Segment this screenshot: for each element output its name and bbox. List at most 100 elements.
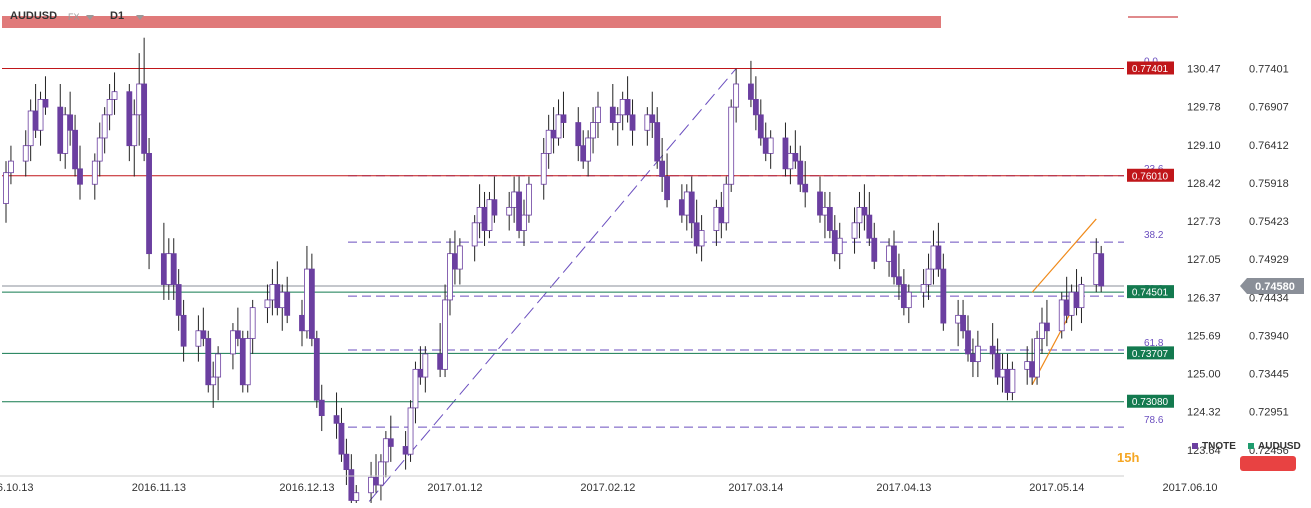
candle-body (160, 253, 167, 285)
candle-body (1024, 361, 1031, 370)
timeframe-label[interactable]: D1 (110, 10, 125, 22)
watermark: 15h (1117, 450, 1140, 465)
candle-body (822, 206, 828, 216)
y-tick-label-left: 130.47 (1187, 63, 1221, 75)
candle-body (896, 276, 902, 285)
candle-body (1073, 291, 1080, 309)
candle-body (195, 330, 202, 347)
y-tick-label-left: 129.10 (1187, 140, 1221, 152)
candle-body (802, 183, 809, 193)
candle-body (787, 152, 794, 170)
candle-body (866, 214, 873, 239)
candle-body (318, 399, 325, 417)
x-tick-label: 2016.12.13 (279, 482, 334, 494)
x-tick-label: 2017.06.10 (1162, 482, 1217, 494)
candle-body (871, 237, 878, 262)
candle-body (338, 422, 345, 455)
candle-body (1058, 299, 1065, 332)
x-tick-label: 2017.04.13 (876, 482, 931, 494)
candle-body (748, 83, 754, 100)
y-tick-label-left: 127.05 (1187, 254, 1221, 266)
candle-body (792, 152, 799, 162)
candle-body (831, 230, 838, 255)
candle-body (27, 110, 34, 147)
candle-body (861, 206, 868, 216)
candle-body (368, 476, 374, 494)
candle-body (654, 122, 661, 162)
price-level-label: 0.73707 (1132, 349, 1169, 360)
candle-body (476, 206, 483, 224)
candle-body (836, 237, 843, 255)
candle-body (22, 145, 29, 162)
candle-body (77, 168, 83, 185)
candle-body (693, 222, 700, 247)
candle-body (170, 253, 177, 285)
y-tick-label-left: 125.69 (1187, 330, 1221, 342)
candle-body (230, 330, 236, 355)
candle-body (387, 438, 394, 447)
candle-body (900, 284, 907, 309)
candle-body (649, 114, 656, 123)
candle-body (126, 91, 133, 147)
candle-body (269, 284, 276, 301)
timeframe-dropdown-icon[interactable] (136, 15, 144, 20)
candle-body (960, 314, 966, 332)
candle-body (1068, 291, 1075, 316)
candle-body (733, 83, 740, 108)
candle-body (886, 245, 892, 262)
legend-item-audusd[interactable]: AUDUSD (1248, 441, 1301, 452)
candle-body (442, 299, 448, 370)
candle-body (580, 145, 587, 162)
y-tick-label-right: 0.74434 (1249, 292, 1289, 304)
candle-body (989, 345, 996, 355)
candle-body (244, 338, 251, 386)
candle-body (456, 245, 463, 270)
candle-body (299, 314, 305, 332)
candle-body (856, 206, 863, 224)
candle-body (308, 268, 315, 339)
candle-body (1004, 368, 1011, 393)
candle-body (165, 253, 172, 285)
candle-body (1093, 253, 1100, 285)
candle-body (37, 99, 44, 131)
candle-body (215, 353, 222, 378)
y-tick-label-right: 0.76907 (1249, 102, 1289, 114)
y-tick-label-right: 0.73940 (1249, 330, 1289, 342)
candle-body (930, 245, 937, 270)
candle-body (141, 83, 148, 154)
legend-item-tnote[interactable]: TNOTE (1192, 441, 1236, 452)
x-tick-label: 2017.05.14 (1029, 482, 1084, 494)
candle-body (521, 214, 527, 231)
candle-body (343, 453, 350, 471)
candle-body (728, 106, 735, 185)
y-tick-label-left: 127.73 (1187, 216, 1221, 228)
header-band (2, 16, 941, 28)
candle-body (664, 176, 670, 201)
candle-body (762, 137, 769, 154)
candle-body (550, 129, 557, 139)
price-level-badge (1127, 285, 1174, 299)
candle-body (382, 438, 389, 463)
y-tick-label-left: 129.78 (1187, 102, 1221, 114)
audusd-swatch-icon (1248, 443, 1254, 450)
candle-body (422, 353, 429, 378)
x-tick-label: 2017.02.12 (580, 482, 635, 494)
candle-body (644, 114, 651, 131)
fib-level-label: 61.8 (1144, 338, 1164, 349)
y-tick-label-right: 0.77401 (1249, 63, 1289, 75)
candle-body (555, 114, 562, 139)
trade-button[interactable] (1240, 456, 1296, 471)
candle-body (72, 129, 78, 170)
tnote-swatch-icon (1192, 443, 1198, 450)
candle-body (590, 122, 596, 139)
price-level-label: 0.74501 (1132, 288, 1169, 299)
candle-body (304, 268, 310, 332)
candle-body (585, 137, 592, 162)
y-tick-label-left: 125.00 (1187, 369, 1221, 381)
symbol-label[interactable]: AUDUSD (10, 10, 58, 22)
candle-body (891, 245, 897, 278)
symbol-dropdown-icon[interactable] (86, 15, 94, 20)
candle-body (471, 222, 478, 247)
channel-line (1031, 218, 1097, 293)
candle-body (373, 476, 379, 486)
